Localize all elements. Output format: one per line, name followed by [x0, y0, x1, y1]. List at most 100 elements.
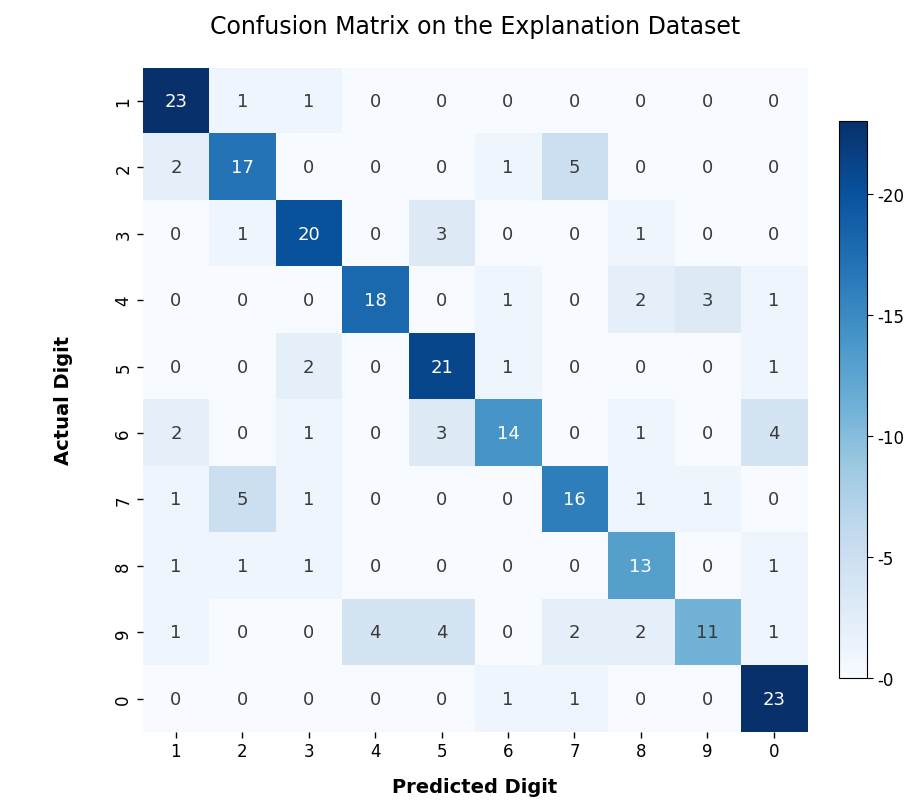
- Text: 2: 2: [170, 424, 182, 443]
- Y-axis label: Actual Digit: Actual Digit: [53, 336, 73, 465]
- Text: 0: 0: [768, 159, 779, 177]
- Text: 0: 0: [569, 92, 580, 111]
- Text: 0: 0: [237, 424, 248, 443]
- Text: 0: 0: [701, 557, 713, 575]
- Text: 0: 0: [237, 358, 248, 376]
- Text: 1: 1: [635, 491, 647, 508]
- Text: 0: 0: [503, 491, 514, 508]
- Text: 2: 2: [635, 292, 647, 310]
- Text: 0: 0: [701, 159, 713, 177]
- Text: 3: 3: [701, 292, 713, 310]
- Text: 0: 0: [436, 159, 448, 177]
- Text: 0: 0: [635, 358, 646, 376]
- Text: 0: 0: [237, 690, 248, 708]
- Text: 11: 11: [696, 624, 719, 642]
- Text: 1: 1: [503, 358, 514, 376]
- Text: 0: 0: [569, 358, 580, 376]
- Text: 1: 1: [236, 557, 248, 575]
- Text: 0: 0: [436, 557, 448, 575]
- Text: 0: 0: [369, 491, 380, 508]
- Text: 0: 0: [635, 92, 646, 111]
- Text: 0: 0: [701, 92, 713, 111]
- Text: 0: 0: [503, 225, 514, 243]
- Text: 1: 1: [635, 424, 647, 443]
- Text: 0: 0: [237, 292, 248, 310]
- Text: 0: 0: [701, 358, 713, 376]
- Text: 1: 1: [303, 424, 314, 443]
- Text: 0: 0: [768, 491, 779, 508]
- Text: 1: 1: [236, 92, 248, 111]
- Text: 0: 0: [569, 292, 580, 310]
- Text: 0: 0: [369, 690, 380, 708]
- Text: 0: 0: [436, 690, 448, 708]
- Text: 0: 0: [635, 690, 646, 708]
- Text: 0: 0: [569, 424, 580, 443]
- Text: 1: 1: [236, 225, 248, 243]
- Text: 0: 0: [768, 92, 779, 111]
- Text: 0: 0: [369, 557, 380, 575]
- Text: 0: 0: [369, 424, 380, 443]
- Text: 1: 1: [303, 557, 314, 575]
- Text: 0: 0: [369, 159, 380, 177]
- Text: 3: 3: [436, 424, 448, 443]
- Text: 23: 23: [762, 690, 785, 708]
- Text: 0: 0: [503, 624, 514, 642]
- Text: 0: 0: [303, 159, 314, 177]
- Text: 1: 1: [170, 624, 182, 642]
- X-axis label: Predicted Digit: Predicted Digit: [392, 777, 558, 796]
- Text: 2: 2: [303, 358, 314, 376]
- Text: 0: 0: [303, 624, 314, 642]
- Text: 0: 0: [436, 92, 448, 111]
- Text: 0: 0: [170, 225, 182, 243]
- Text: 4: 4: [369, 624, 380, 642]
- Text: 3: 3: [436, 225, 448, 243]
- Text: 0: 0: [768, 225, 779, 243]
- Text: 0: 0: [237, 624, 248, 642]
- Text: 0: 0: [569, 557, 580, 575]
- Text: 0: 0: [436, 491, 448, 508]
- Text: 1: 1: [503, 690, 514, 708]
- Text: 0: 0: [635, 159, 646, 177]
- Text: 1: 1: [503, 292, 514, 310]
- Text: 1: 1: [503, 159, 514, 177]
- Text: 0: 0: [436, 292, 448, 310]
- Text: 2: 2: [635, 624, 647, 642]
- Text: 2: 2: [569, 624, 580, 642]
- Text: 0: 0: [170, 358, 182, 376]
- Text: 13: 13: [630, 557, 652, 575]
- Text: 0: 0: [569, 225, 580, 243]
- Text: 0: 0: [303, 292, 314, 310]
- Text: 18: 18: [364, 292, 387, 310]
- Text: 20: 20: [298, 225, 320, 243]
- Text: 0: 0: [170, 292, 182, 310]
- Text: 16: 16: [563, 491, 585, 508]
- Text: 0: 0: [503, 557, 514, 575]
- Text: 4: 4: [768, 424, 779, 443]
- Text: 0: 0: [701, 690, 713, 708]
- Text: 1: 1: [768, 292, 779, 310]
- Text: 1: 1: [768, 358, 779, 376]
- Text: 1: 1: [303, 92, 314, 111]
- Text: 0: 0: [369, 225, 380, 243]
- Text: 0: 0: [701, 424, 713, 443]
- Text: 4: 4: [436, 624, 448, 642]
- Text: 1: 1: [768, 624, 779, 642]
- Text: 1: 1: [768, 557, 779, 575]
- Text: 17: 17: [231, 159, 254, 177]
- Text: 1: 1: [170, 491, 182, 508]
- Text: 14: 14: [496, 424, 519, 443]
- Text: 1: 1: [569, 690, 580, 708]
- Text: 5: 5: [569, 159, 580, 177]
- Text: 1: 1: [635, 225, 647, 243]
- Text: 0: 0: [170, 690, 182, 708]
- Text: 0: 0: [369, 92, 380, 111]
- Text: 2: 2: [170, 159, 182, 177]
- Text: 23: 23: [165, 92, 187, 111]
- Text: 0: 0: [701, 225, 713, 243]
- Text: 5: 5: [236, 491, 248, 508]
- Title: Confusion Matrix on the Explanation Dataset: Confusion Matrix on the Explanation Data…: [210, 15, 740, 39]
- Text: 0: 0: [369, 358, 380, 376]
- Text: 0: 0: [303, 690, 314, 708]
- Text: 0: 0: [503, 92, 514, 111]
- Text: 21: 21: [430, 358, 453, 376]
